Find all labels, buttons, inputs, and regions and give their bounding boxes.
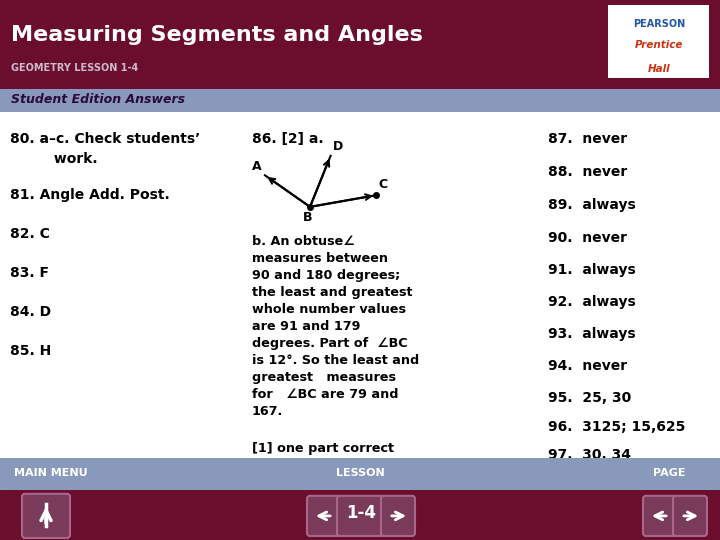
Text: 96.  3125; 15,625: 96. 3125; 15,625 — [548, 420, 685, 434]
Text: measures between: measures between — [252, 252, 388, 265]
Text: 86. [2] a.: 86. [2] a. — [252, 132, 323, 146]
Text: LESSON: LESSON — [336, 468, 384, 477]
Text: work.: work. — [10, 152, 98, 166]
FancyBboxPatch shape — [337, 496, 385, 536]
Text: whole number values: whole number values — [252, 303, 406, 316]
Text: is 12°. So the least and: is 12°. So the least and — [252, 354, 419, 367]
Text: Measuring Segments and Angles: Measuring Segments and Angles — [11, 25, 423, 45]
Text: C: C — [378, 178, 387, 191]
Text: greatest   measures: greatest measures — [252, 371, 396, 384]
Text: Hall: Hall — [647, 64, 670, 74]
Text: Student Edition Answers: Student Edition Answers — [11, 93, 185, 106]
Text: 90 and 180 degrees;: 90 and 180 degrees; — [252, 269, 400, 282]
Text: 82. C: 82. C — [10, 227, 50, 241]
Text: 93.  always: 93. always — [548, 327, 636, 341]
Text: 90.  never: 90. never — [548, 231, 627, 245]
Text: Prentice: Prentice — [634, 40, 683, 50]
Text: [1] one part correct: [1] one part correct — [252, 442, 394, 455]
Text: 83. F: 83. F — [10, 266, 49, 280]
Text: 81. Angle Add. Post.: 81. Angle Add. Post. — [10, 188, 170, 202]
Text: 167.: 167. — [252, 405, 283, 418]
FancyBboxPatch shape — [673, 496, 707, 536]
Text: A: A — [252, 160, 262, 173]
Text: 85. H: 85. H — [10, 344, 51, 358]
Text: 84. D: 84. D — [10, 305, 51, 319]
Text: are 91 and 179: are 91 and 179 — [252, 320, 361, 333]
FancyBboxPatch shape — [22, 494, 70, 538]
Text: 88.  never: 88. never — [548, 165, 627, 179]
Text: 1-4: 1-4 — [346, 504, 376, 522]
FancyBboxPatch shape — [307, 496, 341, 536]
Text: PEARSON: PEARSON — [633, 18, 685, 29]
Text: 80. a–c. Check students’: 80. a–c. Check students’ — [10, 132, 200, 146]
FancyBboxPatch shape — [643, 496, 677, 536]
Text: the least and greatest: the least and greatest — [252, 286, 413, 299]
Text: GEOMETRY LESSON 1-4: GEOMETRY LESSON 1-4 — [11, 63, 138, 73]
Text: for   ∠BC are 79 and: for ∠BC are 79 and — [252, 388, 398, 401]
FancyBboxPatch shape — [381, 496, 415, 536]
Text: 92.  always: 92. always — [548, 295, 636, 309]
Text: b. An obtuse∠: b. An obtuse∠ — [252, 235, 355, 248]
Text: 97.  30, 34: 97. 30, 34 — [548, 448, 631, 462]
Text: 95.  25, 30: 95. 25, 30 — [548, 391, 631, 405]
Text: 87.  never: 87. never — [548, 132, 627, 146]
Text: PAGE: PAGE — [653, 468, 686, 477]
Text: 89.  always: 89. always — [548, 198, 636, 212]
Text: MAIN MENU: MAIN MENU — [14, 468, 87, 477]
Text: 91.  always: 91. always — [548, 263, 636, 277]
Text: 94.  never: 94. never — [548, 359, 627, 373]
Text: B: B — [303, 211, 312, 224]
Text: D: D — [333, 140, 343, 153]
Text: degrees. Part of  ∠BC: degrees. Part of ∠BC — [252, 337, 408, 350]
